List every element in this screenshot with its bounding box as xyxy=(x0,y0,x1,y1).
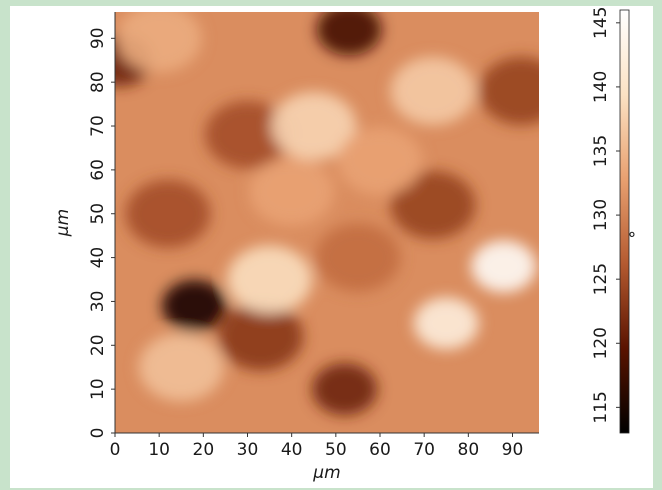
plot-axes: 0 10 20 30 40 50 60 70 80 90 0 10 20 30 40 50 60 70 80 90 xyxy=(88,12,539,460)
heatmap-feature-17 xyxy=(249,157,335,226)
y-tick-label: 50 xyxy=(88,203,108,225)
y-tick-label: 70 xyxy=(88,115,108,137)
colorbar-tick-label: 140 xyxy=(591,71,611,103)
y-tick-label: 80 xyxy=(88,71,108,93)
y-tick-label: 10 xyxy=(88,378,108,400)
y-tick-label: 40 xyxy=(88,247,108,269)
colorbar-tick-label: 120 xyxy=(591,327,611,359)
y-tick-label: 30 xyxy=(88,291,108,313)
y-tick-label: 20 xyxy=(88,334,108,356)
x-tick-label: 70 xyxy=(413,440,435,460)
colorbar-tick-label: 130 xyxy=(591,199,611,231)
colorbar-tick-label: 135 xyxy=(591,135,611,167)
heatmap-feature-12 xyxy=(227,245,313,314)
heatmap-feature-4 xyxy=(218,302,304,371)
x-tick-label: 0 xyxy=(110,440,121,460)
colorbar: 115 120 125 130 135 140 145 xyxy=(591,7,630,434)
heatmap-feature-9 xyxy=(315,223,401,292)
heatmap-feature-1 xyxy=(316,12,382,56)
x-tick-label: 40 xyxy=(281,440,303,460)
heatmap-image xyxy=(115,12,539,433)
colorbar-tick-label: 145 xyxy=(591,7,611,39)
y-axis-label: μm xyxy=(53,209,73,237)
heatmap-features xyxy=(115,12,539,416)
colorbar-tick-label: 115 xyxy=(591,391,611,423)
heatmap-feature-15 xyxy=(390,56,476,125)
heatmap-feature-13 xyxy=(138,333,224,402)
x-tick-label: 50 xyxy=(325,440,347,460)
heatmap-feature-5 xyxy=(125,179,211,248)
y-tick-label: 90 xyxy=(88,27,108,49)
heatmap-feature-14 xyxy=(271,92,357,161)
x-tick-label: 10 xyxy=(148,440,170,460)
y-tick-label: 0 xyxy=(88,428,108,439)
heatmap-feature-10 xyxy=(471,240,537,293)
heatmap-feature-7 xyxy=(390,170,476,239)
x-tick-label: 60 xyxy=(369,440,391,460)
heatmap-feature-11 xyxy=(413,297,479,350)
heatmap-feature-3 xyxy=(312,363,378,416)
y-tick-label: 60 xyxy=(88,159,108,181)
heatmap-feature-6 xyxy=(205,100,290,169)
heatmap-feature-16 xyxy=(116,12,202,73)
x-tick-label: 90 xyxy=(502,440,524,460)
colorbar-tick-label: 125 xyxy=(591,263,611,295)
heatmap-feature-0 xyxy=(162,279,227,332)
x-tick-label: 20 xyxy=(193,440,215,460)
colorbar-unit-label: ° xyxy=(627,230,647,239)
heatmap-feature-8 xyxy=(478,56,539,125)
heatmap-feature-18 xyxy=(337,127,423,196)
colorbar-gradient xyxy=(619,9,630,434)
x-tick-label: 30 xyxy=(237,440,259,460)
x-tick-label: 80 xyxy=(458,440,480,460)
x-axis-label: μm xyxy=(312,463,340,483)
